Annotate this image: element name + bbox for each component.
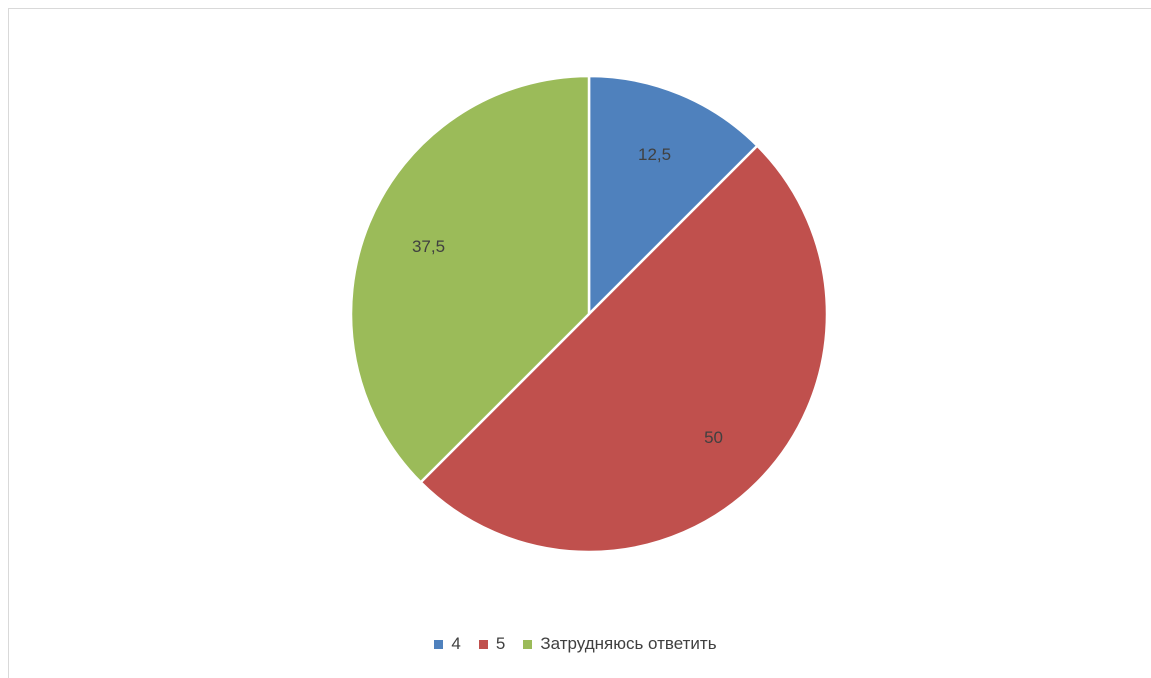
pie-slice-5	[419, 144, 828, 553]
pie-slice-4	[587, 74, 759, 316]
legend-label-4: 4	[451, 634, 461, 653]
legend: 4 5 Затрудняюсь ответить	[0, 634, 1151, 654]
data-label-4: 12,5	[638, 145, 671, 164]
legend-label-5: 5	[495, 634, 506, 653]
legend-label-hard-to-answer: Затрудняюсь ответить	[540, 634, 717, 653]
legend-item-hard-to-answer: Затрудняюсь ответить	[523, 634, 717, 654]
legend-swatch-hard-to-answer	[523, 639, 533, 649]
legend-swatch-4	[434, 639, 444, 649]
pie-slice-hard-to-answer	[349, 74, 591, 484]
legend-item-5: 5	[478, 634, 506, 654]
data-label-hard-to-answer: 37,5	[412, 237, 445, 256]
data-label-5: 50	[704, 428, 723, 447]
legend-swatch-5	[478, 639, 488, 649]
legend-item-4: 4	[434, 634, 461, 654]
